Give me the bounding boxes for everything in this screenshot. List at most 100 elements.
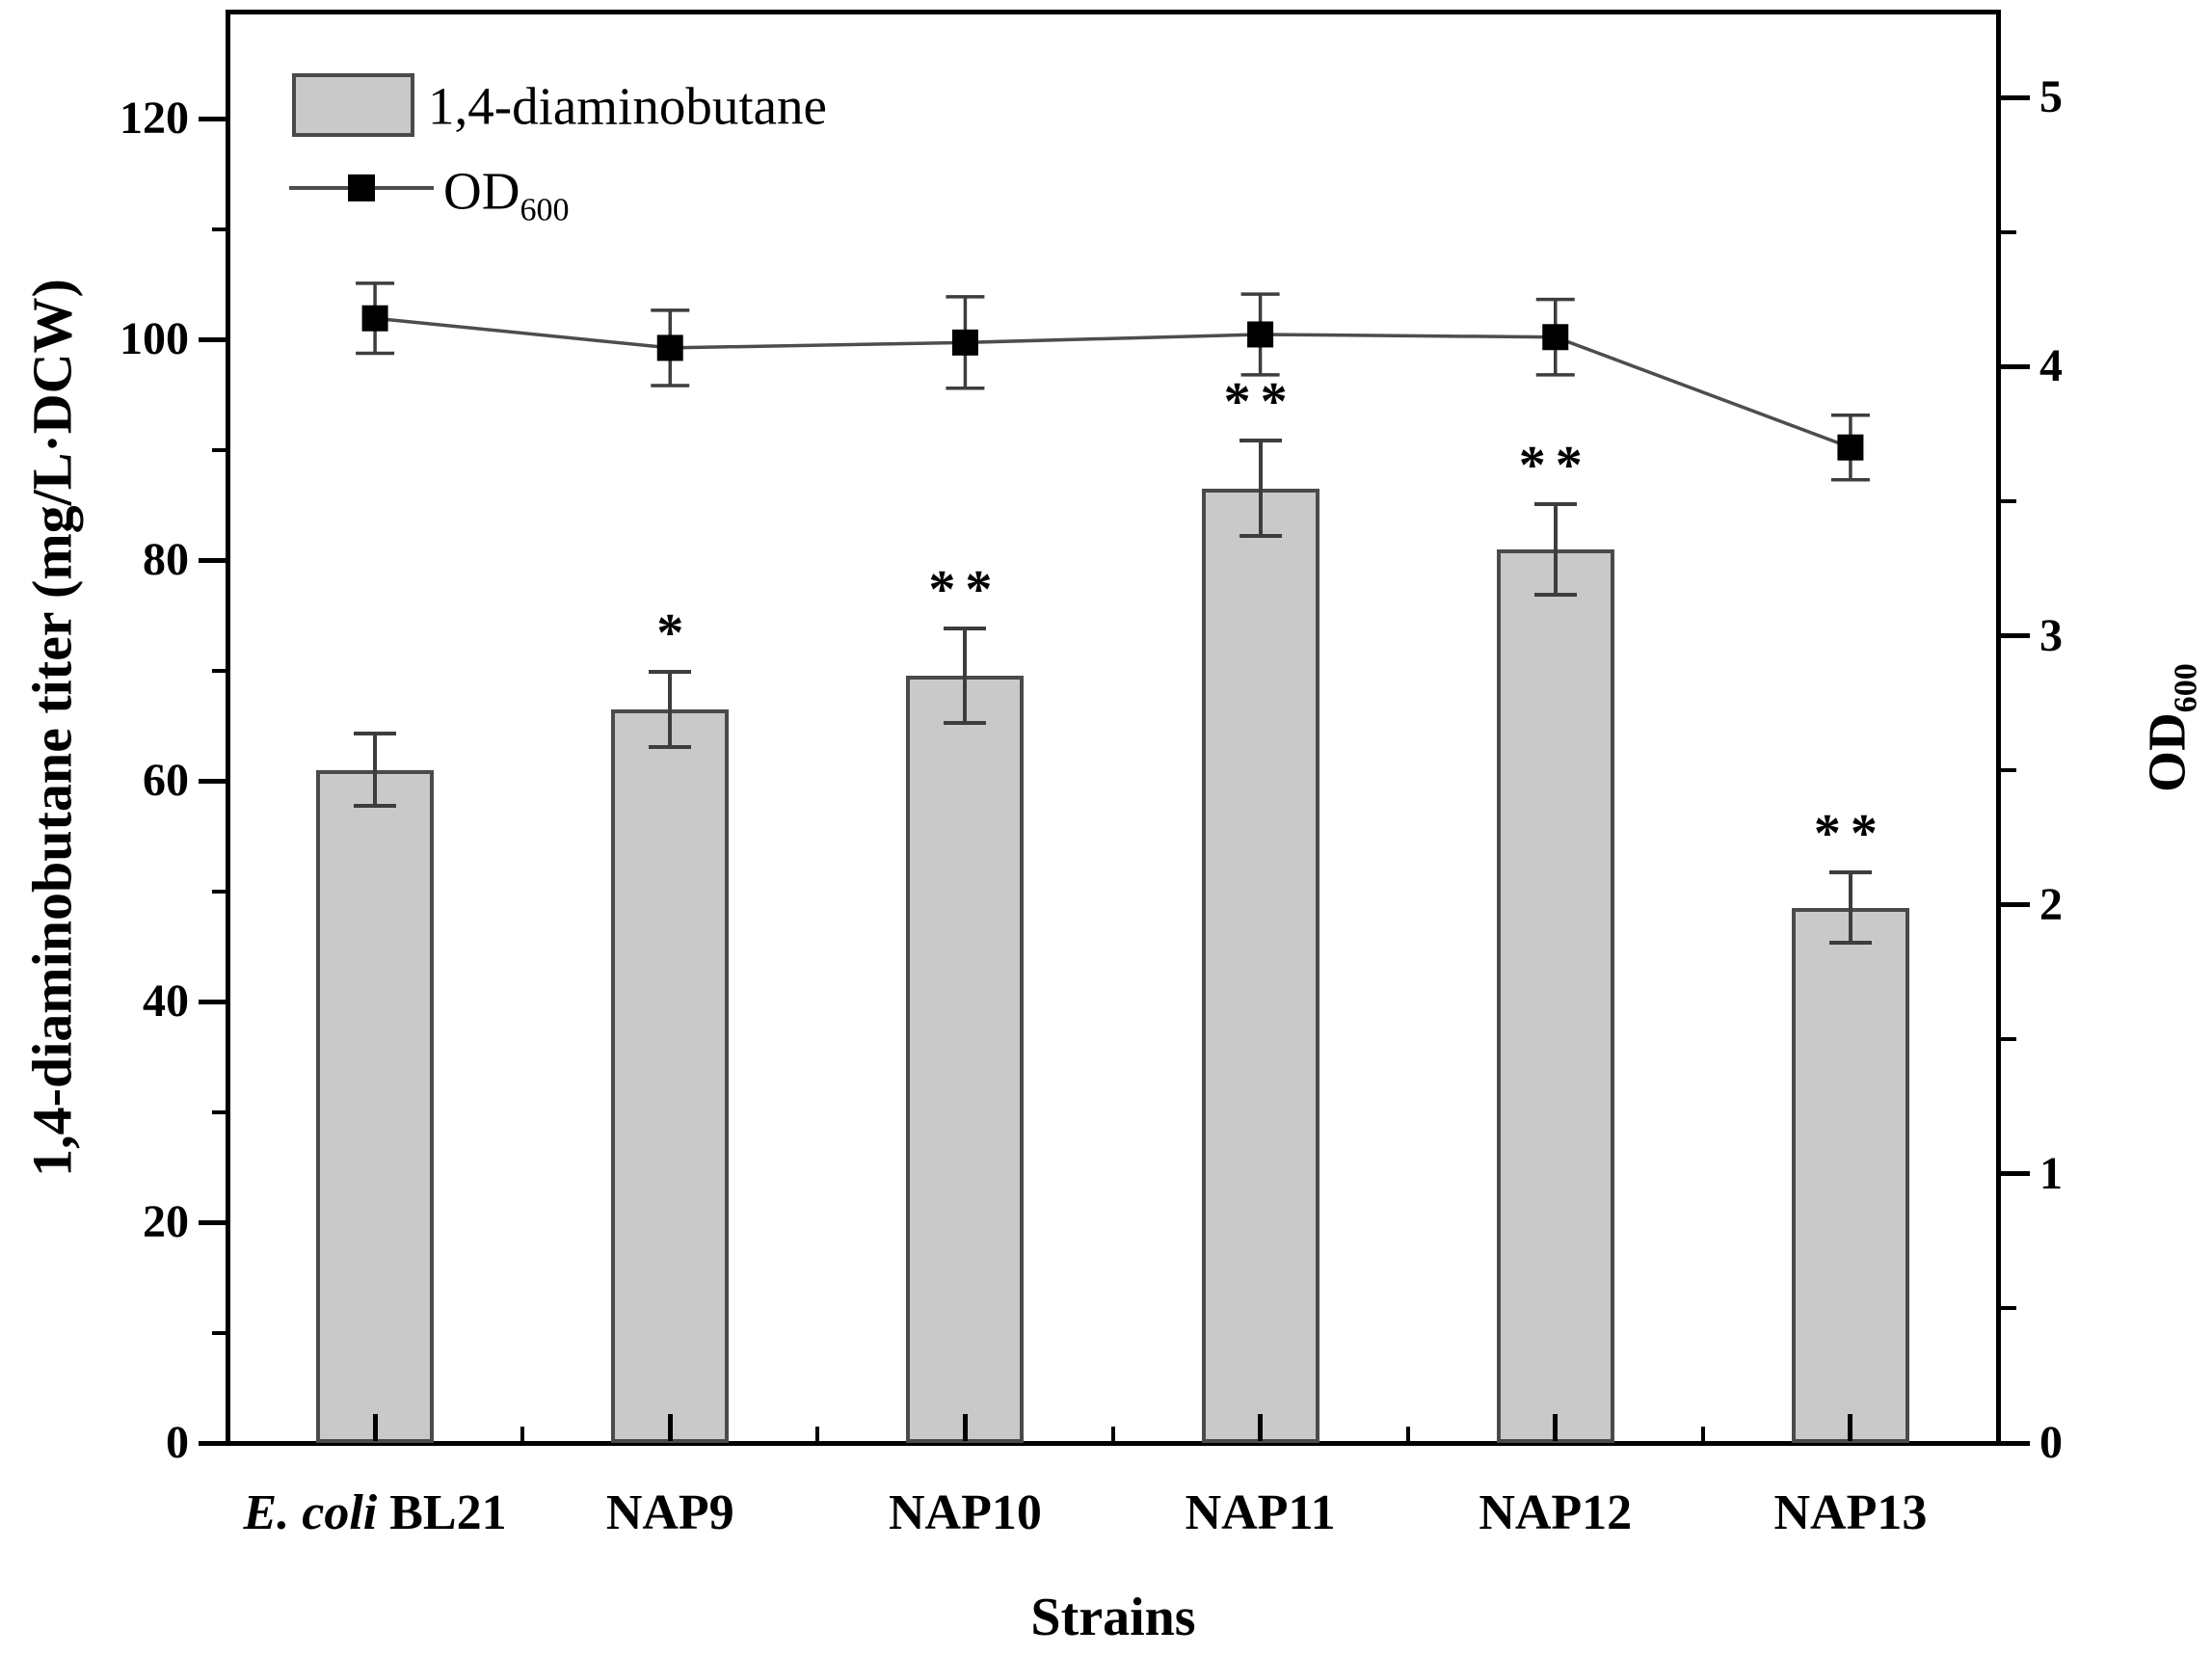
right-axis-minor-tick [2001,499,2016,504]
left-axis-minor-tick [212,447,227,452]
left-axis-minor-tick [212,1109,227,1114]
left-axis-major-tick [199,999,227,1004]
bar-error-cap-bottom [354,804,397,809]
od-square-marker [951,329,978,356]
left-axis-minor-tick [212,889,227,894]
bar-6 [1791,907,1909,1443]
significance-marker: ** [928,560,1002,621]
bar-error-cap-bottom [1239,533,1282,538]
right-axis-minor-tick [2001,1037,2016,1042]
x-axis-category-label: NAP12 [1479,1485,1633,1540]
left-axis-major-tick [199,778,227,784]
left-axis-minor-tick [212,668,227,673]
left-axis-tick-label: 100 [120,313,189,365]
left-axis-tick-label: 60 [143,755,189,807]
x-axis-category-label: NAP11 [1185,1485,1336,1540]
legend-square-marker-icon [348,174,375,201]
bar-error-vertical [1848,872,1852,944]
right-axis-tick-label: 2 [2039,878,2063,930]
left-axis-major-tick [199,1440,227,1446]
plot-frame-top [226,10,2001,14]
bar-error-cap-top [1828,870,1872,875]
od-line [374,316,1852,449]
right-axis-major-tick [2001,1171,2030,1177]
left-axis-tick-label: 120 [120,93,189,145]
x-axis-category-label: NAP9 [605,1485,734,1540]
left-axis-major-tick [199,116,227,121]
bar-1 [316,769,435,1443]
od-square-marker [361,305,388,332]
y-axis-left [226,10,230,1446]
left-axis-tick-label: 40 [143,975,189,1028]
x-axis-minor-tick [1405,1427,1410,1441]
significance-marker: ** [1813,804,1887,865]
significance-marker: ** [1518,435,1592,495]
right-axis-major-tick [2001,363,2030,369]
right-axis-major-tick [2001,1440,2030,1446]
left-axis-title: 1,4-diaminobutane titer (mg/L·DCW) [20,279,84,1177]
significance-marker: ** [1223,372,1297,433]
bar-error-cap-top [944,627,987,631]
od-square-marker [656,334,683,361]
x-axis-major-tick [1258,1414,1264,1441]
x-axis-major-tick [372,1414,378,1441]
left-axis-tick-label: 80 [143,534,189,586]
bar-error-vertical [668,671,673,747]
right-axis-tick-label: 4 [2039,340,2063,392]
bar-error-vertical [1258,441,1263,536]
left-axis-major-tick [199,557,227,563]
bar-error-cap-top [1239,439,1282,443]
bar-3 [906,676,1025,1443]
bar-5 [1496,548,1614,1443]
right-axis-minor-tick [2001,229,2016,234]
bar-error-cap-bottom [1533,592,1577,597]
od-line-plot [356,281,1870,482]
x-axis-major-tick [1553,1414,1559,1441]
left-axis-minor-tick [212,1330,227,1335]
od-square-marker [1837,434,1864,461]
y-axis-right [1996,10,2001,1446]
bar-error-vertical [1553,503,1558,595]
left-axis-minor-tick [212,227,227,231]
left-axis-major-tick [199,336,227,342]
bar-error-cap-bottom [649,744,692,749]
x-axis-major-tick [1848,1414,1853,1441]
right-axis-minor-tick [2001,768,2016,773]
significance-marker: * [656,602,684,663]
right-axis-tick-label: 1 [2039,1147,2063,1199]
right-axis-minor-tick [2001,1306,2016,1311]
x-axis-minor-tick [1700,1427,1705,1441]
legend-label-od: OD600 [443,161,570,228]
right-axis-tick-label: 5 [2039,71,2063,123]
bar-4 [1201,488,1319,1443]
bar-error-cap-bottom [944,721,987,726]
x-axis-minor-tick [1110,1427,1115,1441]
x-axis-category-label: NAP13 [1773,1485,1928,1540]
x-axis-major-tick [962,1414,968,1441]
left-axis-tick-label: 20 [143,1196,189,1247]
right-axis-tick-label: 3 [2039,609,2063,661]
right-axis-major-tick [2001,633,2030,639]
left-axis-tick-label: 0 [166,1417,189,1468]
od-square-marker [1542,324,1569,351]
left-axis-major-tick [199,1219,227,1225]
x-axis [226,1441,2001,1446]
bar-2 [611,708,730,1443]
legend-bar-swatch [292,73,414,137]
right-axis-title: OD600 [2137,663,2204,792]
x-axis-minor-tick [815,1427,820,1441]
x-axis-minor-tick [520,1427,525,1441]
legend-label-diaminobutane: 1,4-diaminobutane [428,76,827,136]
x-axis-major-tick [667,1414,673,1441]
right-axis-major-tick [2001,902,2030,908]
right-axis-major-tick [2001,94,2030,100]
od-square-marker [1247,321,1274,348]
x-axis-title: Strains [1030,1588,1196,1647]
bar-error-cap-bottom [1828,941,1872,946]
right-axis-tick-label: 0 [2039,1417,2063,1468]
bar-error-cap-top [354,731,397,735]
bar-error-vertical [963,628,968,724]
bar-error-vertical [373,733,378,807]
x-axis-category-label: E. coli BL21 [243,1485,507,1540]
